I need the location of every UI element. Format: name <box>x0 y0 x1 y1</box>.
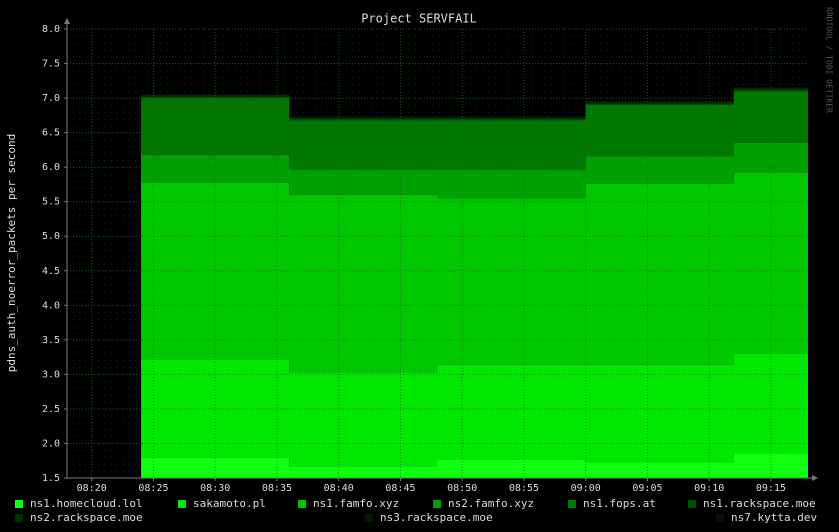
x-tick-label: 08:50 <box>447 483 477 494</box>
chart-title: Project SERVFAIL <box>361 12 477 26</box>
y-tick-label: 6.0 <box>42 162 60 173</box>
y-tick-label: 5.0 <box>42 231 60 242</box>
y-tick-label: 6.5 <box>42 128 60 139</box>
legend-swatch <box>178 500 186 508</box>
y-tick-label: 8.0 <box>42 24 60 35</box>
y-tick-label: 1.5 <box>42 473 60 484</box>
legend-label: sakamoto.pl <box>193 497 266 510</box>
legend-swatch <box>365 514 373 522</box>
x-tick-label: 08:20 <box>77 483 107 494</box>
y-tick-label: 2.5 <box>42 404 60 415</box>
x-tick-label: 09:00 <box>571 483 601 494</box>
legend-label: ns2.rackspace.moe <box>30 511 143 524</box>
legend-label: ns7.kytta.dev <box>731 511 817 524</box>
y-tick-label: 3.5 <box>42 335 60 346</box>
x-tick-label: 08:40 <box>324 483 354 494</box>
x-tick-label: 09:10 <box>694 483 724 494</box>
legend-label: ns3.rackspace.moe <box>380 511 493 524</box>
area-series <box>141 353 808 467</box>
x-tick-label: 08:30 <box>200 483 230 494</box>
legend-swatch <box>15 500 23 508</box>
y-tick-label: 2.0 <box>42 438 60 449</box>
x-tick-label: 09:15 <box>756 483 786 494</box>
grid: 1.5 2.0 2.5 3.0 3.5 4.0 4.5 5.0 5.5 6.0 6.5 7.0 7.5 8… <box>42 24 808 494</box>
legend-label: ns1.famfo.xyz <box>313 497 399 510</box>
area-series <box>141 142 808 199</box>
x-tick-label: 08:55 <box>509 483 539 494</box>
watermark: RRDTOOL / TOBI OETIKER <box>825 7 834 113</box>
legend: ns1.homecloud.lol sakamoto.pl ns1.famfo.xy… <box>15 497 817 524</box>
area-series <box>141 453 808 478</box>
x-axis-arrow <box>812 475 818 481</box>
legend-swatch <box>568 500 576 508</box>
x-tick-label: 08:25 <box>138 483 168 494</box>
y-tick-label: 5.5 <box>42 197 60 208</box>
y-tick-label: 4.0 <box>42 300 60 311</box>
x-tick-label: 08:35 <box>262 483 292 494</box>
legend-swatch <box>298 500 306 508</box>
legend-swatch <box>716 514 724 522</box>
legend-label: ns1.homecloud.lol <box>30 497 143 510</box>
area-series <box>141 91 808 170</box>
plot-area <box>141 87 808 478</box>
y-tick-label: 7.0 <box>42 93 60 104</box>
legend-swatch <box>15 514 23 522</box>
y-axis-arrow <box>64 18 70 24</box>
x-tick-label: 08:45 <box>385 483 415 494</box>
legend-label: ns2.famfo.xyz <box>448 497 534 510</box>
y-tick-label: 4.5 <box>42 266 60 277</box>
y-tick-label: 3.0 <box>42 369 60 380</box>
y-tick-label: 7.5 <box>42 59 60 70</box>
y-axis-label: pdns_auth_noerror_packets per second <box>5 134 18 372</box>
area-series <box>141 172 808 373</box>
x-tick-label: 09:05 <box>632 483 662 494</box>
legend-label: ns1.fops.at <box>583 497 656 510</box>
legend-label: ns1.rackspace.moe <box>703 497 816 510</box>
legend-swatch <box>688 500 696 508</box>
legend-swatch <box>433 500 441 508</box>
